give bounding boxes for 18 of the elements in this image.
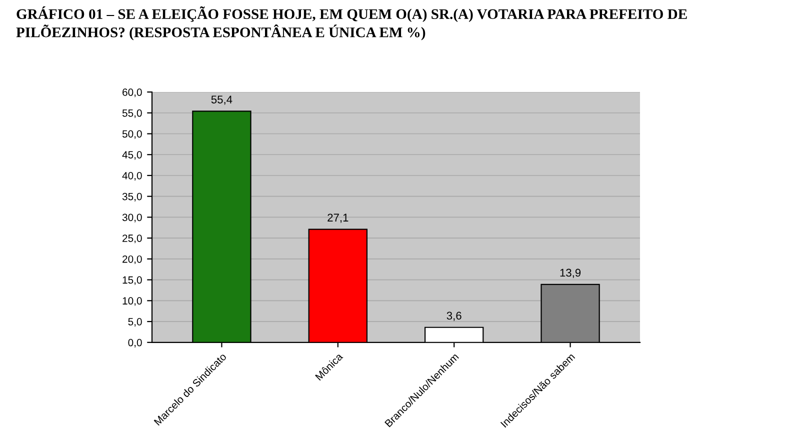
y-tick-label: 25,0: [122, 234, 142, 244]
y-tick-label: 5,0: [128, 318, 142, 327]
data-label: 27,1: [328, 214, 348, 223]
data-label: 55,4: [211, 96, 232, 105]
y-tick-label: 60,0: [122, 88, 142, 98]
y-tick-label: 40,0: [122, 172, 142, 181]
data-label: 13,9: [560, 268, 581, 278]
data-label: 3,6: [446, 312, 462, 321]
chart-title: GRÁFICO 01 – SE A ELEIÇÃO FOSSE HOJE, EM QUEM O(A) SR.(A) VOTARIA PARA PREFEITO DE PILÕEZINHOS? (RESPOSTA ESPONTÂNEA E ÚNICA EM %): [16, 6, 687, 40]
y-tick-label: 0,0: [128, 338, 142, 348]
y-tick-label: 15,0: [122, 276, 142, 285]
y-tick-label: 10,0: [122, 297, 142, 306]
y-tick-label: 20,0: [122, 255, 142, 264]
y-tick-label: 35,0: [122, 192, 142, 202]
y-tick-label: 55,0: [122, 109, 142, 118]
y-tick-label: 50,0: [122, 130, 142, 139]
y-tick-label: 30,0: [122, 214, 142, 222]
y-tick-label: 45,0: [122, 151, 142, 160]
